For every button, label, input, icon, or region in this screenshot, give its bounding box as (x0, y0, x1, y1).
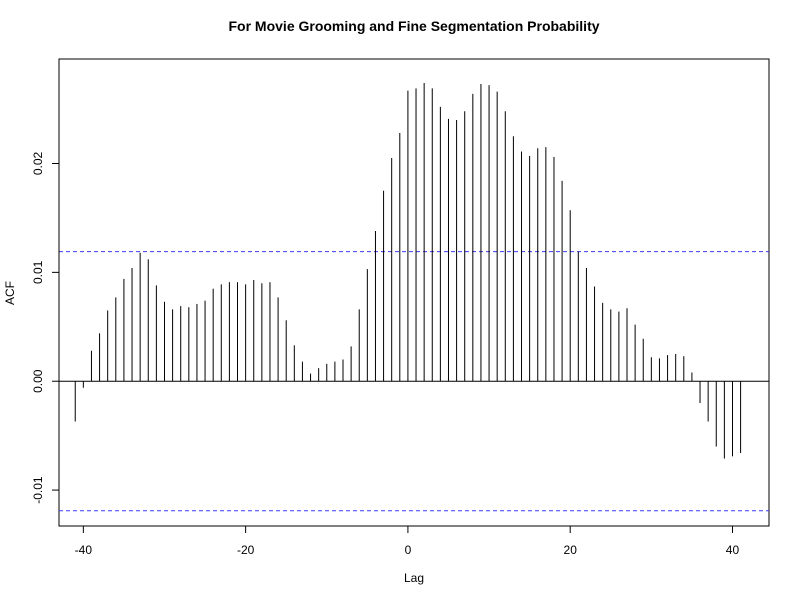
x-tick-label: 20 (564, 543, 578, 557)
y-tick-label: -0.01 (31, 476, 45, 504)
x-axis: -40 -20 0 20 40 (75, 525, 740, 557)
plot-area (58, 58, 770, 527)
y-tick-label: 0.01 (31, 260, 45, 284)
x-tick-label: -40 (75, 543, 93, 557)
confidence-bands (59, 251, 769, 512)
x-tick-label: 40 (726, 543, 740, 557)
acf-bars (74, 82, 742, 459)
y-axis-label: ACF (3, 281, 17, 305)
y-tick-label: 0.02 (31, 152, 45, 176)
y-tick-label: 0.00 (31, 369, 45, 393)
y-axis: -0.01 0.00 0.01 0.02 (31, 152, 60, 504)
x-tick-label: -20 (237, 543, 255, 557)
x-axis-label: Lag (404, 571, 424, 585)
x-tick-label: 0 (405, 543, 412, 557)
chart-title: For Movie Grooming and Fine Segmentation… (228, 18, 599, 34)
